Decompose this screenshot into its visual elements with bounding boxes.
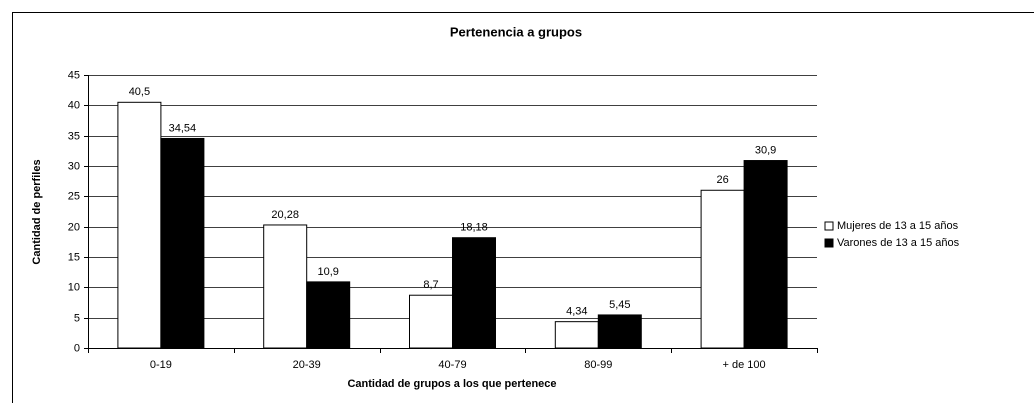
data-label: 40,5: [129, 86, 150, 98]
y-tick-label: 5: [74, 312, 80, 324]
legend-label: Mujeres de 13 a 15 años: [837, 220, 959, 232]
y-tick-label: 15: [68, 251, 80, 263]
legend-swatch: [824, 238, 834, 248]
y-tick-label: 20: [68, 221, 80, 233]
y-tick-label: 0: [74, 342, 80, 354]
bar: [263, 224, 308, 349]
bar: [306, 281, 351, 349]
y-tick-label: 45: [68, 69, 80, 81]
data-label: 26: [716, 174, 728, 186]
y-tick-label: 10: [68, 281, 80, 293]
x-tick-label: 20-39: [293, 359, 321, 371]
bar: [160, 137, 205, 349]
x-tick-label: + de 100: [723, 359, 766, 371]
data-label: 34,54: [169, 122, 197, 134]
y-tick-label: 40: [68, 99, 80, 111]
data-label: 8,7: [423, 279, 438, 291]
data-label: 4,34: [566, 306, 587, 318]
x-tick-label: 40-79: [438, 359, 466, 371]
y-tick-label: 25: [68, 190, 80, 202]
chart-title: Pertenencia a grupos: [450, 24, 582, 39]
data-label: 30,9: [755, 144, 776, 156]
data-label: 18,18: [460, 222, 488, 234]
bar: [554, 321, 599, 349]
bar: [597, 314, 642, 349]
x-tick-label: 0-19: [150, 359, 172, 371]
data-label: 10,9: [317, 266, 338, 278]
legend-label: Varones de 13 a 15 años: [837, 237, 960, 249]
x-tick-label: 80-99: [584, 359, 612, 371]
y-tick-label: 30: [68, 160, 80, 172]
bar: [409, 294, 453, 349]
data-label: 20,28: [271, 209, 299, 221]
bar: [117, 101, 162, 349]
data-label: 5,45: [609, 299, 630, 311]
bar: [700, 189, 745, 349]
y-tick-label: 35: [68, 130, 80, 142]
x-axis-title: Cantidad de grupos a los que pertenece: [347, 378, 556, 390]
bar: [743, 160, 788, 349]
y-axis-title: Cantidad de perfiles: [31, 159, 43, 264]
bar: [452, 237, 496, 349]
legend-swatch: [824, 221, 834, 231]
